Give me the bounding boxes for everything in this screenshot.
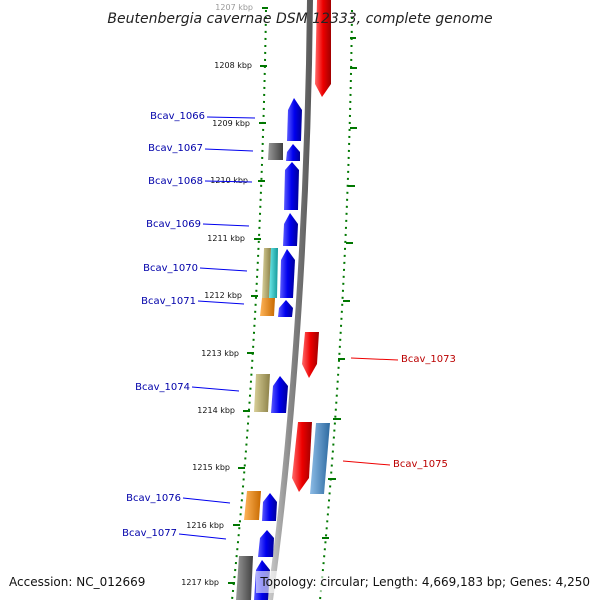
- label-leaders: [178, 116, 399, 540]
- reverse-strand-track: [292, 0, 331, 494]
- tick-1210: 1210 kbp: [210, 176, 265, 185]
- gene-block-bcav-1076-cog[interactable]: [244, 491, 261, 520]
- svg-text:1207 kbp: 1207 kbp: [215, 3, 253, 12]
- gc-tick-marks: [322, 37, 357, 539]
- gene-arrow-bcav-1077[interactable]: [258, 530, 274, 557]
- svg-text:1215 kbp: 1215 kbp: [192, 463, 230, 472]
- gene-arrow-bcav-1076[interactable]: [262, 493, 277, 521]
- gene-label-bcav-1076[interactable]: Bcav_1076: [126, 493, 181, 504]
- gene-arrow-bcav-1075[interactable]: [292, 422, 312, 492]
- gene-block-bcav-1074-cog[interactable]: [254, 374, 270, 412]
- gc-dotted-line-left: [231, 9, 267, 600]
- tick-1217: 1217 kbp: [181, 578, 235, 587]
- gene-block-bcav-1071-cog[interactable]: [260, 298, 275, 316]
- svg-text:1213 kbp: 1213 kbp: [201, 349, 239, 358]
- map-title: Beutenbergia cavernae DSM 12333, complet…: [107, 11, 492, 27]
- gene-label-bcav-1071[interactable]: Bcav_1071: [141, 296, 196, 307]
- svg-text:1216 kbp: 1216 kbp: [186, 521, 224, 530]
- gene-arrow-bcav-1069[interactable]: [283, 213, 298, 246]
- tick-1216: 1216 kbp: [186, 521, 240, 530]
- gene-arrow-top-reverse[interactable]: [315, 0, 331, 97]
- gene-block-bottom-cog[interactable]: [236, 556, 253, 600]
- svg-text:1210 kbp: 1210 kbp: [210, 176, 248, 185]
- svg-text:1217 kbp: 1217 kbp: [181, 578, 219, 587]
- gene-label-bcav-1067[interactable]: Bcav_1067: [148, 143, 203, 154]
- topology-text: Topology: circular; Length: 4,669,183 bp…: [259, 575, 590, 589]
- gene-label-bcav-1066[interactable]: Bcav_1066: [150, 111, 205, 122]
- tick-1215: 1215 kbp: [192, 463, 245, 472]
- svg-text:1211 kbp: 1211 kbp: [207, 234, 245, 243]
- gene-label-bcav-1068[interactable]: Bcav_1068: [148, 176, 203, 187]
- tick-1207: 1207 kbp: [215, 3, 268, 12]
- gene-block-bcav-1070-cog-a[interactable]: [262, 248, 271, 298]
- gene-arrow-bcav-1068[interactable]: [284, 162, 299, 210]
- scale-ruler: 1207 kbp 1208 kbp 1209 kbp 1210 kbp 1211…: [181, 3, 268, 587]
- gene-arrow-bcav-1073[interactable]: [302, 332, 319, 378]
- footer-backdrop: [256, 571, 592, 593]
- tick-1211: 1211 kbp: [207, 234, 261, 243]
- gc-dotted-line-right: [319, 9, 353, 600]
- tick-1208: 1208 kbp: [214, 61, 267, 70]
- tick-1214: 1214 kbp: [197, 406, 250, 415]
- svg-text:1212 kbp: 1212 kbp: [204, 291, 242, 300]
- accession-text: Accession: NC_012669: [9, 575, 145, 589]
- gene-arrow-bcav-1067[interactable]: [286, 144, 300, 161]
- svg-text:1214 kbp: 1214 kbp: [197, 406, 235, 415]
- tick-1209: 1209 kbp: [212, 119, 266, 128]
- gene-label-bcav-1075[interactable]: Bcav_1075: [393, 459, 448, 470]
- gene-arrow-bcav-1074[interactable]: [271, 376, 288, 413]
- gene-label-bcav-1074[interactable]: Bcav_1074: [135, 382, 190, 393]
- gene-arrow-bcav-1066[interactable]: [287, 98, 302, 141]
- gene-labels: Bcav_1066 Bcav_1067 Bcav_1068 Bcav_1069 …: [122, 111, 456, 539]
- tick-1212: 1212 kbp: [204, 291, 258, 300]
- gene-label-bcav-1073[interactable]: Bcav_1073: [401, 354, 456, 365]
- tick-1213: 1213 kbp: [201, 349, 254, 358]
- gene-arrow-bcav-1070[interactable]: [280, 249, 295, 298]
- gene-label-bcav-1070[interactable]: Bcav_1070: [143, 263, 198, 274]
- gene-block-bcav-1075-cog[interactable]: [310, 423, 330, 494]
- gene-block-bcav-1070-cog-b[interactable]: [269, 248, 278, 298]
- svg-text:1208 kbp: 1208 kbp: [214, 61, 252, 70]
- gene-label-bcav-1077[interactable]: Bcav_1077: [122, 528, 177, 539]
- genome-backbone: [267, 0, 313, 600]
- gene-arrow-bcav-1071[interactable]: [278, 300, 293, 317]
- gene-label-bcav-1069[interactable]: Bcav_1069: [146, 219, 201, 230]
- svg-text:1209 kbp: 1209 kbp: [212, 119, 250, 128]
- forward-strand-track: [236, 98, 302, 600]
- gene-block-bcav-1067-cog[interactable]: [268, 143, 283, 160]
